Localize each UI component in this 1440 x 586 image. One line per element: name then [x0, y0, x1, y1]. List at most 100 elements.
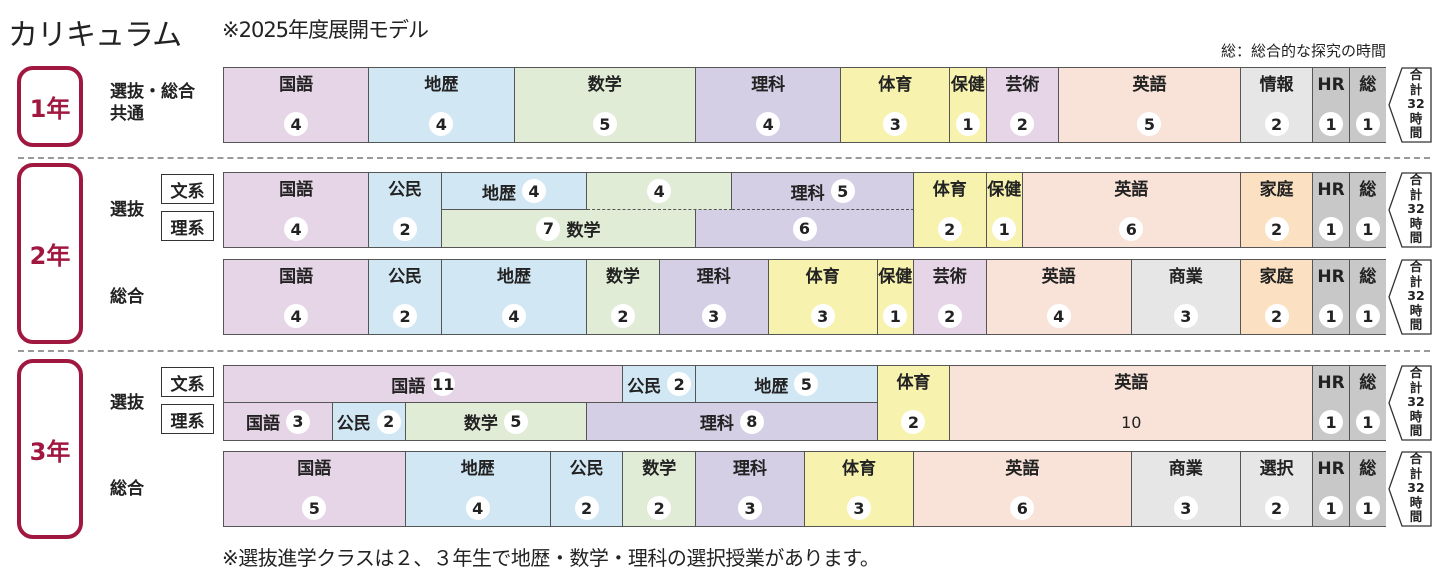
subject-cell: 7 数学 — [441, 210, 697, 247]
hours-badge: 3 — [1173, 496, 1198, 520]
subject-name: HR — [1317, 267, 1345, 287]
subject-cell: 英語 10 — [950, 366, 1314, 440]
subject-cell: 地歴 4 — [441, 173, 588, 210]
subject-cell: 理科 8 — [587, 403, 878, 440]
subject-cell: 理科 3 — [696, 452, 805, 526]
subject-name: 公民 — [388, 180, 423, 200]
subject-track: 国語 5 地歴 4 公民 2 数学 2 理科 3 体育 3 英語 6 商業 3 選択 2 HR 1 総 1 — [223, 451, 1386, 527]
subject-name: 保健 — [950, 75, 985, 95]
subject-name: 保健 — [878, 267, 913, 287]
subject-name: 国語 — [297, 459, 332, 479]
subject-cell: HR 1 — [1313, 260, 1350, 334]
total-part: 間 — [1409, 125, 1423, 140]
subject-name: 保健 — [987, 180, 1022, 200]
hours-badge: 3 — [701, 304, 726, 328]
subject-name: 芸術 — [932, 267, 967, 287]
total-part: 32 — [1407, 480, 1425, 495]
hours-badge: 4 — [284, 217, 309, 241]
subject-name: 総 — [1359, 373, 1377, 393]
subject-cell: 公民 2 — [332, 403, 406, 440]
subject-cell: 公民 2 — [369, 173, 442, 247]
subject-cell: 公民 2 — [369, 260, 442, 334]
subject-cell: HR 1 — [1313, 173, 1350, 247]
hours-badge: 1 — [1319, 217, 1344, 241]
total-part: 計 — [1409, 465, 1423, 481]
subject-name: 理科 — [733, 459, 768, 479]
subject-cell: 国語 3 — [224, 403, 333, 440]
hours-badge: 1 — [1319, 112, 1344, 136]
hours-badge: 2 — [647, 496, 672, 520]
subject-cell: 理科 3 — [659, 260, 769, 334]
subject-cell: 公民 2 — [623, 366, 697, 403]
subject-cell: 家庭 2 — [1240, 260, 1314, 334]
subject-name: 地歴 — [460, 459, 495, 479]
hours-badge: 2 — [937, 217, 962, 241]
subject-name: 国語 — [279, 75, 314, 95]
subject-name: 数学 — [463, 414, 498, 434]
subject-cell: 英語 6 — [913, 452, 1132, 526]
hours-badge: 1 — [1355, 410, 1380, 434]
subject-name: 総 — [1359, 267, 1377, 287]
subject-cell: 商業 3 — [1131, 260, 1241, 334]
subject-name: 地歴 — [482, 183, 516, 204]
total-part: 合 — [1409, 67, 1423, 82]
hours-badge: 4 — [502, 304, 526, 328]
hours-badge: 6 — [1010, 496, 1035, 520]
subject-cell: 国語 4 — [224, 260, 370, 334]
hours-badge: 2 — [393, 304, 418, 328]
total-part: 計 — [1409, 186, 1423, 202]
subject-track: 国語 11 公民 2 地歴 5 国語 3 公民 2 数学 5 理科 8 体育 2 英語 10 HR 1 総 1 — [223, 365, 1386, 441]
hours-badge: 2 — [1264, 496, 1289, 520]
grade-badge: 2年 — [17, 163, 83, 344]
hours-badge: 1 — [1355, 112, 1380, 136]
subject-name: 数学 — [587, 75, 622, 95]
total-part: 32 — [1407, 201, 1425, 216]
subject-cell: HR 1 — [1313, 366, 1350, 440]
grade-divider — [18, 157, 1430, 159]
subject-name: 国語 — [245, 414, 280, 434]
subject-cell: 体育 3 — [768, 260, 878, 334]
subject-name: HR — [1317, 373, 1345, 393]
subject-name: 数学 — [642, 459, 677, 479]
total-part: 時 — [1409, 302, 1423, 318]
subject-name: 数学 — [566, 221, 601, 241]
grade-badge: 3年 — [17, 359, 83, 539]
hours-badge: 5 — [592, 112, 617, 136]
track-label: 総合 — [110, 287, 144, 307]
total-hours-box: 合計 32 時間 — [1388, 67, 1432, 143]
total-part: 合 — [1409, 451, 1423, 466]
subject-cell: 数学 2 — [587, 260, 660, 334]
subject-track: 国語 4 地歴 4 数学 5 理科 4 体育 3 保健 1 芸術 2 英語 5 情報 2 HR 1 総 1 — [223, 67, 1386, 143]
hours-badge: 8 — [739, 409, 764, 434]
total-part: 間 — [1409, 317, 1423, 332]
subject-name: 理科 — [696, 267, 731, 287]
hours-badge: 2 — [1264, 217, 1289, 241]
arrow-bracket-icon — [1388, 451, 1432, 527]
hours-badge: 2 — [1264, 112, 1289, 136]
hours-badge: 2 — [901, 410, 926, 434]
subject-cell: 国語 11 — [224, 366, 624, 403]
subject-cell: 地歴 5 — [696, 366, 878, 403]
subject-cell: 保健 1 — [877, 260, 914, 334]
legend-note: 総：総合的な探究の時間 — [1220, 42, 1386, 60]
total-hours-text: 合計 32 時間 — [1402, 67, 1430, 141]
total-part: 32 — [1407, 394, 1425, 409]
subject-cell: 国語 5 — [224, 452, 406, 526]
hours-badge: 2 — [1010, 112, 1035, 136]
hours-badge: 4 — [429, 112, 454, 136]
hours-badge: 3 — [285, 409, 310, 434]
subject-name: 理科 — [699, 414, 734, 434]
subject-name: 英語 — [1114, 180, 1149, 200]
subject-cell: 数学 5 — [514, 68, 697, 142]
hours-badge: 1 — [1355, 496, 1380, 520]
subject-cell: 情報 2 — [1240, 68, 1314, 142]
total-part: 間 — [1409, 509, 1423, 524]
hours-badge: 1 — [1355, 217, 1380, 241]
hours-badge: 4 — [465, 496, 490, 520]
subject-name: 芸術 — [1005, 75, 1040, 95]
subject-name: 体育 — [805, 267, 840, 287]
hours-badge: 2 — [574, 496, 599, 520]
